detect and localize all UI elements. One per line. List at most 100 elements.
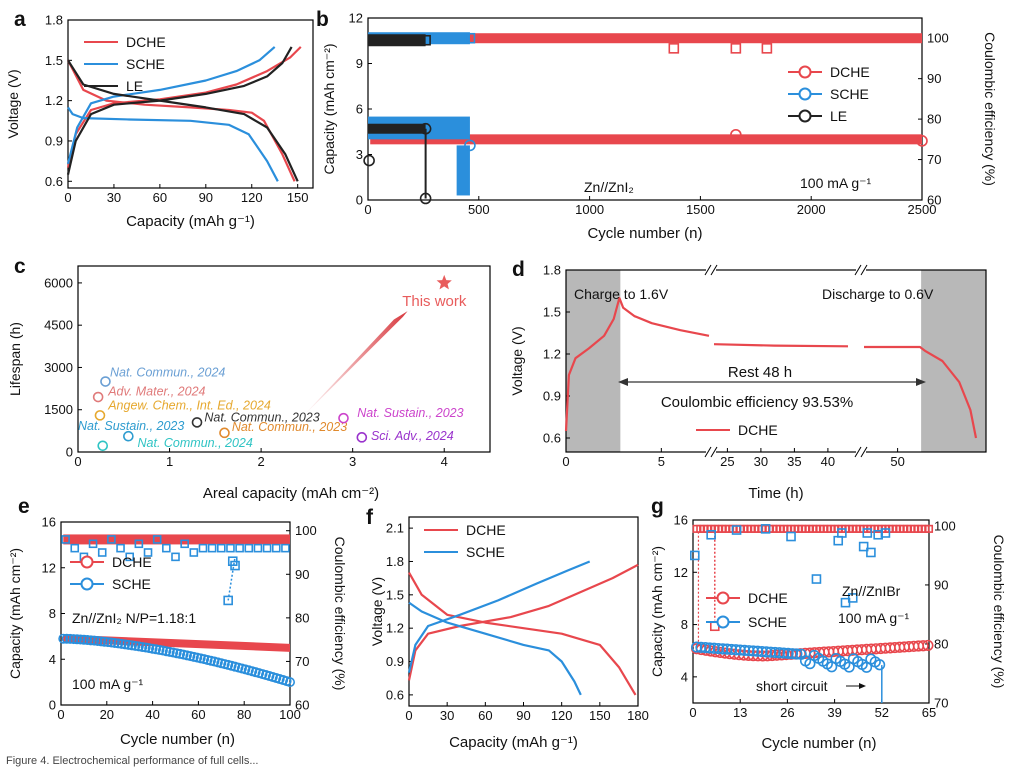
x-tick-label: 0: [74, 454, 81, 469]
x-tick-label: 150: [287, 190, 309, 205]
x-tick-label: 100: [279, 707, 301, 722]
axis-break-mark: [704, 446, 712, 458]
dche-ce-point: [761, 43, 773, 54]
sche-capacity-point: [752, 645, 764, 657]
x-tick-label: 80: [237, 707, 251, 722]
y-tick-label: 1.5: [45, 53, 63, 68]
dche-ce-point: [668, 43, 680, 54]
axis-break-mark: [854, 446, 862, 458]
sche-capacity-point: [786, 648, 799, 660]
sche-capacity-point: [765, 646, 777, 658]
x-tick-label: 500: [468, 202, 490, 217]
sche-capacity-point: [106, 637, 117, 648]
literature-label: Nat. Commun., 2024: [110, 365, 225, 379]
x-tick-label: 60: [478, 708, 492, 723]
sche-ce-point: [786, 531, 796, 542]
y2-tick-label: 80: [927, 112, 941, 127]
y2-axis-label: Coulombic efficiency (%): [982, 32, 998, 186]
literature-point: [92, 391, 104, 403]
sche-ce-point: [690, 550, 700, 561]
le-ce-band: [368, 34, 426, 47]
sche-ce-point: [811, 574, 822, 584]
curve-dche: [407, 563, 639, 681]
curve-dche: [408, 572, 637, 696]
sche-ce-connector: [227, 556, 236, 601]
sche-capacity-point: [68, 634, 79, 645]
y2-tick-label: 100: [927, 31, 949, 46]
sche-capacity-point: [75, 634, 86, 645]
sche-ce-point: [134, 539, 144, 549]
sche-capacity-point: [874, 659, 886, 671]
y-tick-label: 1.8: [45, 13, 63, 28]
x-tick-label: 90: [516, 708, 530, 723]
curve-le: [66, 46, 293, 175]
x-tick-label: 0: [405, 708, 412, 723]
dche-ce-band: [370, 33, 922, 44]
y-tick-label: 0: [49, 698, 56, 713]
x-tick-label: 30: [107, 190, 121, 205]
sche-capacity-point: [695, 641, 707, 653]
sche-ce-point: [230, 560, 240, 571]
panel-b: 0 500 1000 1500 2000 2500 0 3 6 9 12 60 70 80 90 100 b Ca…: [316, 8, 998, 242]
sche-capacity-point: [65, 633, 76, 644]
legend-label: DCHE: [466, 522, 506, 538]
legend-marker: [798, 65, 812, 79]
le-capacity-band: [368, 123, 426, 134]
sche-ce-point: [223, 595, 233, 606]
y-tick-label: 4500: [44, 318, 73, 333]
x-tick-label: 0: [57, 707, 64, 722]
y-tick-label: 12: [349, 11, 363, 26]
plot-frame: [692, 519, 930, 704]
panel-g: 0 13 26 39 52 65 4 8 12 16 70 80 90 100 short circuit g…: [649, 495, 1007, 752]
y-axis-label: Voltage (V): [369, 577, 385, 646]
legend-label: LE: [126, 78, 143, 94]
panel-letter: b: [316, 8, 329, 31]
literature-point: [94, 410, 106, 421]
y-tick-label: 4: [49, 652, 56, 667]
y2-tick-label: 90: [927, 71, 941, 86]
panel-c: 0 1 2 3 4 0 1500 3000 4500 6000 Nat. Commun., 2024…: [7, 255, 491, 502]
sche-ce-point: [858, 541, 869, 552]
y-tick-label: 6: [356, 102, 363, 117]
sche-capacity-point: [773, 647, 786, 659]
y-tick-label: 0.9: [543, 389, 561, 404]
sche-ce-point: [171, 552, 180, 562]
sche-ce-point: [88, 539, 98, 549]
literature-point: [219, 427, 230, 439]
sche-capacity-point: [99, 636, 110, 647]
y-tick-label: 6000: [44, 275, 73, 290]
sche-capacity-point: [126, 640, 137, 651]
dche-capacity-band: [370, 134, 922, 145]
x-axis-label: Capacity (mAh g⁻¹): [126, 213, 255, 230]
y2-tick-label: 60: [927, 193, 941, 208]
y-tick-label: 0.6: [543, 431, 561, 446]
x-axis-label: Time (h): [748, 485, 803, 502]
plot-frame: [67, 19, 314, 189]
le-capacity-point: [419, 122, 432, 135]
y2-tick-label: 70: [295, 654, 309, 669]
sche-capacity-point: [464, 139, 476, 152]
x-tick-label: 60: [191, 707, 205, 722]
x-tick-label: 180: [627, 708, 649, 723]
sche-ce-point: [880, 528, 891, 538]
y-axis-label: Capacity (mAh cm⁻²): [321, 43, 337, 174]
literature-label: Nat. Sustain., 2023: [78, 419, 184, 433]
x-tick-label: 1000: [575, 202, 604, 217]
y2-axis-label: Coulombic efficiency (%): [332, 537, 348, 691]
legend-label: SCHE: [466, 544, 505, 560]
y-tick-label: 16: [42, 515, 56, 530]
y2-tick-label: 80: [295, 610, 309, 625]
rest-label: Rest 48 h: [728, 364, 792, 381]
sche-capacity-point: [747, 645, 759, 657]
sche-capacity-point: [96, 636, 107, 647]
y-tick-label: 1.5: [386, 587, 404, 602]
x-tick-label: 13: [733, 705, 747, 720]
curve-sche: [66, 46, 276, 165]
axis-break-gap: [856, 447, 866, 457]
sche-ce-point: [706, 529, 716, 540]
sche-capacity-point: [133, 641, 144, 652]
x-tick-label: 20: [100, 707, 114, 722]
y2-tick-label: 100: [934, 518, 956, 533]
x-tick-label: 150: [589, 708, 611, 723]
sche-ce-point: [97, 548, 107, 557]
